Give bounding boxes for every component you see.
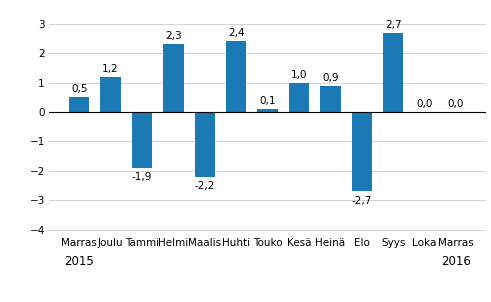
Bar: [194, 112, 215, 177]
Bar: [132, 112, 152, 168]
Text: -2,2: -2,2: [194, 181, 215, 191]
Text: 2,7: 2,7: [385, 20, 402, 30]
Text: 2,3: 2,3: [165, 31, 182, 41]
Bar: [226, 41, 246, 112]
Bar: [383, 33, 404, 112]
Text: 2015: 2015: [64, 255, 94, 268]
Text: 0,5: 0,5: [71, 84, 87, 94]
Text: 1,2: 1,2: [102, 64, 119, 74]
Text: 0,1: 0,1: [259, 96, 276, 106]
Text: 2,4: 2,4: [228, 28, 245, 38]
Text: -2,7: -2,7: [352, 196, 372, 206]
Bar: [257, 109, 278, 112]
Text: 2016: 2016: [441, 255, 471, 268]
Text: 0,9: 0,9: [322, 72, 339, 83]
Text: 0,0: 0,0: [448, 99, 464, 109]
Bar: [69, 97, 89, 112]
Bar: [289, 83, 309, 112]
Bar: [352, 112, 372, 191]
Text: -1,9: -1,9: [132, 172, 152, 182]
Bar: [163, 44, 184, 112]
Text: 1,0: 1,0: [291, 70, 307, 80]
Bar: [320, 85, 341, 112]
Text: 0,0: 0,0: [416, 99, 433, 109]
Bar: [100, 77, 121, 112]
